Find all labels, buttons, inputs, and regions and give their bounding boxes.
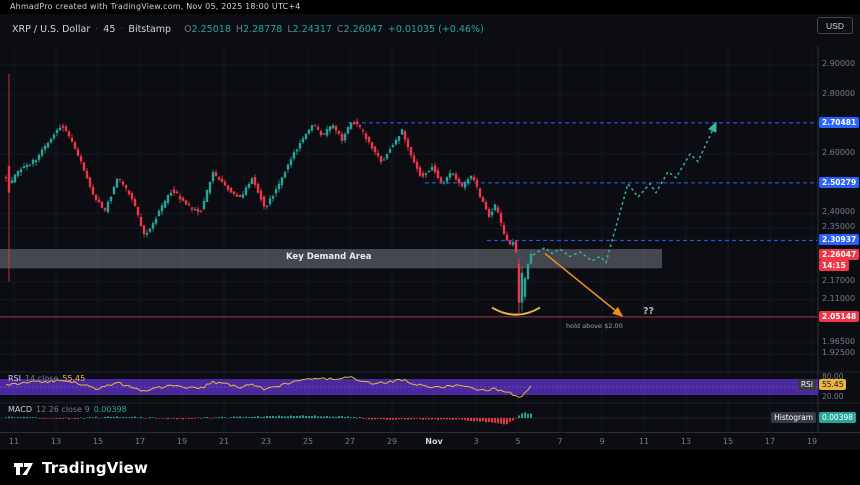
macd-value: 0.00398 [93, 405, 127, 414]
rsi-params: 14 close [25, 374, 59, 383]
time-axis-label: 9 [599, 437, 605, 446]
rsi-axis-value-badge: 55.45 [819, 379, 847, 390]
time-axis-label: 17 [134, 437, 146, 446]
interval-label[interactable]: 45 [103, 24, 116, 35]
rsi-axis-bottom-tick: 20.00 [822, 392, 844, 401]
time-axis-label: 15 [722, 437, 734, 446]
macd-params: 12 26 close 9 [35, 405, 90, 414]
rsi-title: RSI [8, 374, 21, 383]
time-axis-label: 19 [806, 437, 818, 446]
question-marks-text: ?? [643, 306, 655, 317]
symbol-info-bar: XRP / U.S. Dollar · 45 · Bitstamp O2.250… [12, 24, 484, 35]
price-level-label: 2.30937 [819, 234, 860, 245]
price-axis-tick: 1.96500 [822, 337, 856, 346]
time-axis-label: Nov [425, 437, 443, 446]
tradingview-wordmark[interactable]: TradingView [42, 458, 149, 477]
tradingview-logo-icon[interactable] [12, 456, 35, 479]
rsi-axis-badge: RSI [797, 379, 816, 390]
macd-legend[interactable]: MACD 12 26 close 9 0.00398 [8, 405, 127, 414]
demand-area-label: Key Demand Area [286, 252, 372, 262]
symbol-name[interactable]: XRP / U.S. Dollar [12, 24, 91, 35]
ohlc-readout: O2.25018 H2.28778 L2.24317 C2.26047 +0.0… [184, 24, 484, 35]
macd-histogram-badge: Histogram [771, 412, 816, 423]
exchange-label[interactable]: Bitstamp [128, 24, 172, 35]
time-axis-label: 7 [557, 437, 563, 446]
time-axis-label: 29 [386, 437, 398, 446]
bar-countdown-label: 14:15 [819, 260, 849, 271]
price-axis-tick: 2.17000 [822, 276, 856, 285]
high-value: 2.28778 [243, 24, 283, 35]
high-label: H [235, 24, 244, 35]
time-axis[interactable]: 11 13 15 17 19 21 23 25 27 29 Nov 3 5 7 9 11 13 15 17 19 [0, 432, 860, 450]
low-value: 2.24317 [292, 24, 332, 35]
price-axis-tick: 2.35000 [822, 222, 856, 231]
last-price-label: 2.26047 [819, 249, 860, 260]
price-level-label: 2.50279 [819, 177, 860, 188]
price-axis-tick: 2.11000 [822, 294, 856, 303]
rsi-axis-top-tick: 80.00 [822, 372, 844, 381]
time-axis-label: 19 [176, 437, 188, 446]
open-value: 2.25018 [191, 24, 231, 35]
macd-histogram-value-badge: 0.00398 [819, 412, 857, 423]
time-axis-label: 5 [515, 437, 521, 446]
time-axis-label: 3 [473, 437, 479, 446]
time-axis-label: 15 [92, 437, 104, 446]
macd-title: MACD [8, 405, 32, 414]
time-axis-label: 11 [638, 437, 650, 446]
time-axis-label: 21 [218, 437, 230, 446]
rsi-legend[interactable]: RSI 14 close 55.45 [8, 374, 85, 383]
price-level-label: 2.70481 [819, 117, 860, 128]
price-level-label: 2.05148 [819, 311, 860, 322]
price-axis-tick: 2.60000 [822, 148, 856, 157]
time-axis-label: 25 [302, 437, 314, 446]
currency-unit-button[interactable]: USD [817, 17, 853, 34]
time-axis-label: 13 [50, 437, 62, 446]
low-label: L [287, 24, 293, 35]
close-label: C [336, 24, 344, 35]
time-axis-label: 17 [764, 437, 776, 446]
separator-dot: · [120, 24, 124, 35]
close-value: 2.26047 [343, 24, 383, 35]
price-axis[interactable]: 2.90000 2.80000 2.60000 2.40000 2.35000 2.170… [818, 0, 860, 450]
change-value: +0.01035 (+0.46%) [387, 24, 484, 35]
time-axis-label: 23 [260, 437, 272, 446]
separator-dot: · [95, 24, 99, 35]
footer-bar: TradingView [0, 450, 860, 485]
time-axis-label: 13 [680, 437, 692, 446]
attribution-bar: AhmadPro created with TradingView.com, N… [0, 0, 860, 14]
time-axis-label: 11 [8, 437, 20, 446]
price-axis-tick: 2.40000 [822, 207, 856, 216]
price-axis-tick: 2.90000 [822, 59, 856, 68]
price-axis-tick: 2.80000 [822, 89, 856, 98]
open-label: O [184, 24, 192, 35]
hold-note-text: hold above $2.00 [566, 322, 623, 330]
time-axis-label: 27 [344, 437, 356, 446]
price-axis-tick: 1.92500 [822, 348, 856, 357]
rsi-value: 55.45 [62, 374, 86, 383]
